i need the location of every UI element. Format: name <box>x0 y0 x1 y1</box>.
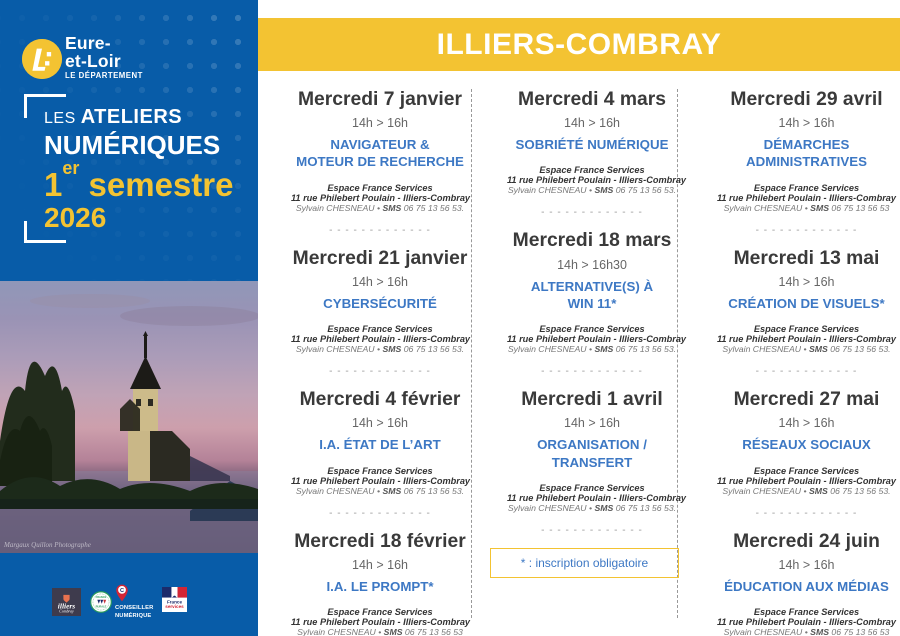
svg-text:FRANCE: FRANCE <box>96 595 107 599</box>
svg-text:RURALE: RURALE <box>96 605 107 609</box>
svg-text:C: C <box>120 588 124 594</box>
svg-text:services: services <box>165 604 184 609</box>
svg-text:Combray: Combray <box>59 609 74 613</box>
